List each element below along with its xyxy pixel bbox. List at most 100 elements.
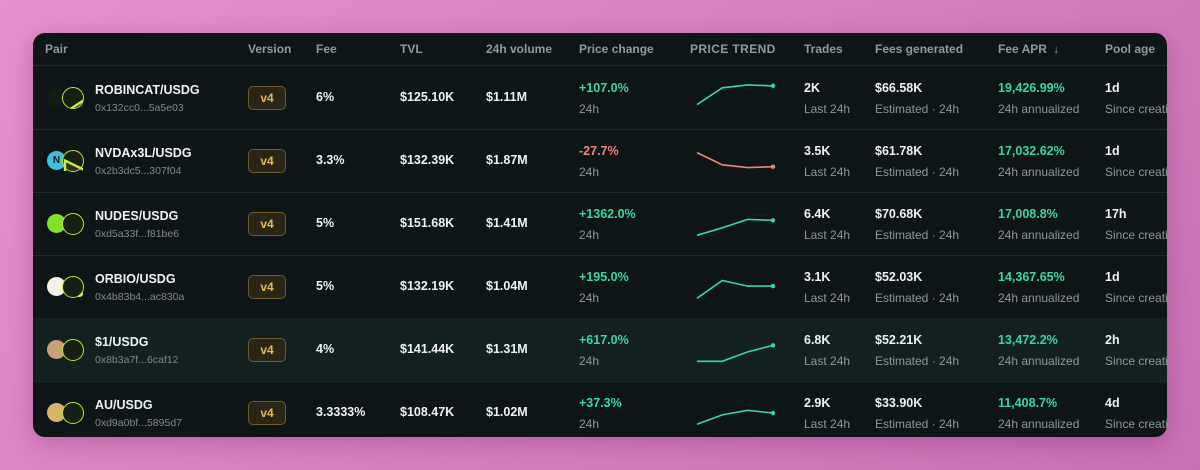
pair-address[interactable]: 0x8b3a7f...6caf12 [95,354,179,366]
nudes-icon [47,214,66,233]
fee-value: 4% [316,342,335,356]
pool-age-value: 2h [1105,333,1120,347]
version-badge: v4 [248,338,286,362]
sparkline-line [696,279,773,299]
col-header-pool-age[interactable]: Pool age [1105,42,1156,56]
fees-generated-note: Estimated · 24h [875,102,960,116]
pair-address[interactable]: 0x4b83b4...ac830a [95,291,185,303]
price-change-period: 24h [579,228,600,242]
pair-address[interactable]: 0xd5a33f...f81be6 [95,228,180,240]
pair-name[interactable]: ORBIO/USDG [95,272,176,286]
fee-value: 6% [316,90,335,104]
fee-apr-label: Fee APR [998,42,1047,56]
price-change-period: 24h [579,102,600,116]
pair-address[interactable]: 0xd9a0bf...5895d7 [95,417,182,429]
fees-generated-note: Estimated · 24h [875,417,960,431]
sparkline-line [696,218,774,237]
tvl-value: $151.68K [400,216,455,230]
version-badge: v4 [248,86,286,110]
trades-period: Last 24h [804,291,851,305]
tvl-value: $125.10K [400,90,455,104]
usdg-icon [62,150,84,172]
fees-generated-note: Estimated · 24h [875,165,960,179]
usdg-icon [62,402,84,424]
pool-age-note: Since creation [1105,165,1167,179]
pair-name[interactable]: ROBINCAT/USDG [95,83,200,97]
usdg-icon [62,276,84,298]
trades-value: 2K [804,81,820,95]
col-header-fees-generated[interactable]: Fees generated [875,42,964,56]
trades-value: 2.9K [804,396,831,410]
fees-generated-value: $33.90K [875,396,923,410]
one-dollar-icon [47,340,66,359]
nvda-icon: N [47,151,66,170]
sort-desc-icon: ↓ [1053,42,1060,56]
volume-value: $1.02M [486,405,528,419]
col-header-pair[interactable]: Pair [45,42,68,56]
table-row[interactable]: AU/USDG 0xd9a0bf...5895d7 v4 3.3333% $10… [33,381,1167,437]
price-change-period: 24h [579,165,600,179]
pair-name[interactable]: AU/USDG [95,398,153,412]
table-row[interactable]: N NVDAx3L/USDG 0x2b3dc5...307f04 v4 3.3%… [33,129,1167,193]
pool-age-note: Since creation [1105,417,1167,431]
sparkline-end-dot [770,83,776,89]
table-row[interactable]: ORBIO/USDG 0x4b83b4...ac830a v4 5% $132.… [33,255,1167,319]
table-row[interactable]: $1/USDG 0x8b3a7f...6caf12 v4 4% $141.44K… [33,318,1167,382]
col-header-tvl[interactable]: TVL [400,42,423,56]
robincat-icon [47,88,66,107]
trades-period: Last 24h [804,102,851,116]
col-header-trades[interactable]: Trades [804,42,843,56]
usdg-icon [62,213,84,235]
trades-period: Last 24h [804,417,851,431]
pair-address[interactable]: 0x2b3dc5...307f04 [95,165,182,177]
price-change-value: +37.3% [579,396,622,410]
fee-value: 5% [316,279,335,293]
trades-value: 6.4K [804,207,831,221]
sparkline-end-dot [770,218,776,223]
pair-name[interactable]: NVDAx3L/USDG [95,146,192,160]
trades-period: Last 24h [804,165,851,179]
price-change-value: +195.0% [579,270,629,284]
table-header: Pair Version Fee TVL 24h volume Price ch… [33,33,1167,66]
col-header-volume[interactable]: 24h volume [486,42,553,56]
fee-value: 3.3333% [316,405,366,419]
pool-age-note: Since creation [1105,102,1167,116]
fee-apr-value: 17,032.62% [998,144,1065,158]
price-change-period: 24h [579,291,600,305]
version-badge: v4 [248,401,286,425]
pool-age-note: Since creation [1105,354,1167,368]
volume-value: $1.87M [486,153,528,167]
pair-address[interactable]: 0x132cc0...5a5e03 [95,102,184,114]
pair-name[interactable]: $1/USDG [95,335,149,349]
col-header-fee-apr[interactable]: Fee APR ↓ [998,42,1059,56]
version-badge: v4 [248,212,286,236]
sparkline-end-dot [770,283,776,289]
price-change-value: +617.0% [579,333,629,347]
price-change-value: +107.0% [579,81,629,95]
sparkline-end-dot [770,164,776,169]
col-header-price-change[interactable]: Price change [579,42,654,56]
sparkline-line [697,344,774,363]
version-badge: v4 [248,149,286,173]
col-header-price-trend: PRICE TREND [690,42,776,56]
col-header-version[interactable]: Version [248,42,292,56]
tvl-value: $108.47K [400,405,455,419]
tvl-value: $132.39K [400,153,455,167]
tvl-value: $141.44K [400,342,455,356]
sparkline-line [696,151,774,169]
table-row[interactable]: NUDES/USDG 0xd5a33f...f81be6 v4 5% $151.… [33,192,1167,256]
price-trend-sparkline [696,279,776,299]
fees-generated-note: Estimated · 24h [875,354,960,368]
table-row[interactable]: ROBINCAT/USDG 0x132cc0...5a5e03 v4 6% $1… [33,66,1167,130]
fee-apr-note: 24h annualized [998,102,1080,116]
col-header-fee[interactable]: Fee [316,42,337,56]
pool-age-value: 1d [1105,81,1120,95]
price-change-period: 24h [579,354,600,368]
pair-name[interactable]: NUDES/USDG [95,209,179,223]
fees-generated-note: Estimated · 24h [875,228,960,242]
pool-age-value: 1d [1105,144,1120,158]
price-trend-sparkline [696,218,776,237]
fee-apr-note: 24h annualized [998,291,1080,305]
fee-apr-note: 24h annualized [998,228,1080,242]
sparkline-line [696,84,774,106]
